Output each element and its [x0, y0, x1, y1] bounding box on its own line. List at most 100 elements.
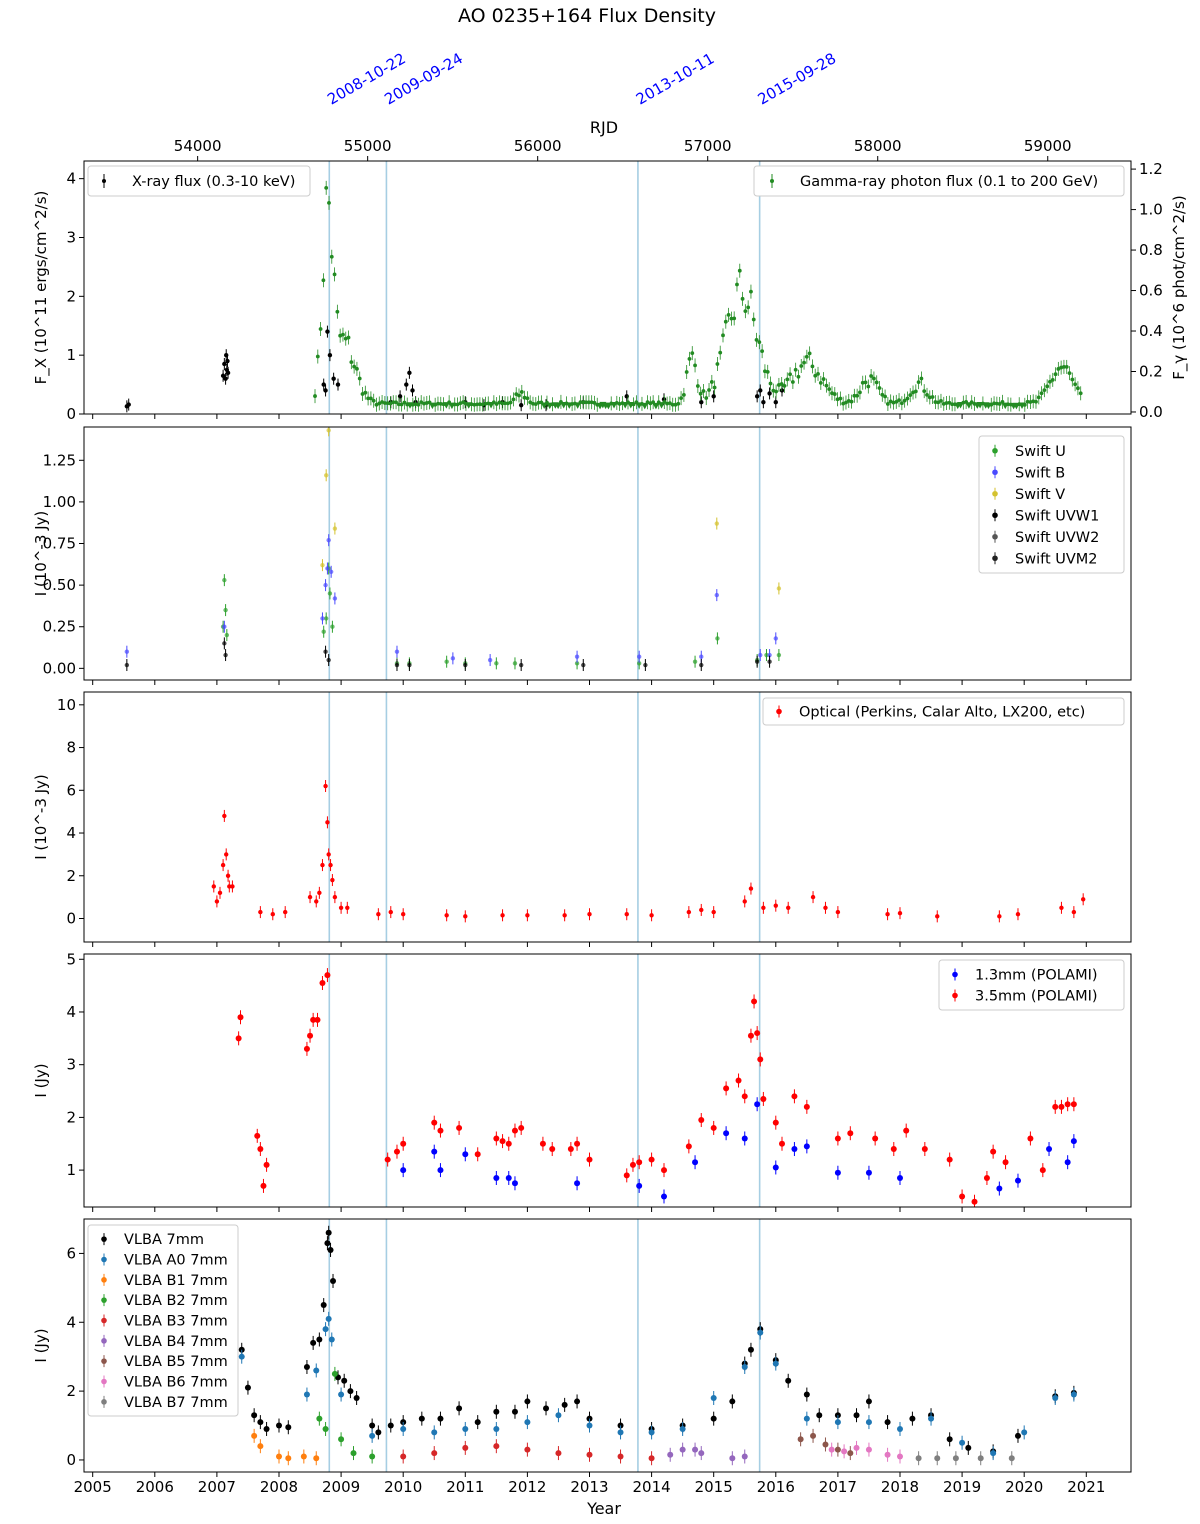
- gamma-point: [1070, 377, 1075, 382]
- data-point: [758, 652, 763, 658]
- data-point: [237, 1014, 244, 1021]
- y-tick-label: 1.25: [43, 451, 76, 469]
- gamma-point: [723, 319, 728, 324]
- gamma-point: [416, 402, 421, 407]
- gamma-point: [899, 401, 904, 406]
- data-point: [692, 659, 698, 664]
- data-point: [698, 1450, 705, 1457]
- data-point: [418, 1415, 425, 1422]
- data-point: [581, 662, 586, 668]
- gamma-point: [919, 376, 924, 381]
- gamma-point: [321, 278, 326, 283]
- gamma-point: [774, 389, 779, 394]
- data-point: [699, 654, 704, 659]
- data-point: [254, 1132, 261, 1139]
- data-point: [865, 1169, 872, 1176]
- gamma-point: [969, 400, 974, 405]
- gamma-point: [944, 401, 949, 405]
- data-point: [275, 1453, 282, 1460]
- data-point: [518, 1124, 525, 1131]
- legend-box: [762, 697, 1125, 726]
- gamma-point: [768, 381, 773, 386]
- gamma-point: [927, 395, 932, 400]
- data-point: [326, 428, 331, 433]
- data-point: [884, 1419, 891, 1426]
- data-point: [679, 1446, 686, 1453]
- y-axis-label: I (Jy): [32, 1063, 50, 1097]
- y-tick-label: 2: [66, 1108, 76, 1126]
- data-point: [896, 1425, 903, 1432]
- data-point: [714, 592, 719, 598]
- data-point: [1070, 1138, 1077, 1145]
- data-point: [376, 912, 381, 917]
- legend-label: Optical (Perkins, Calar Alto, LX200, etc…: [799, 705, 1085, 721]
- data-point: [474, 1151, 481, 1158]
- data-point: [1021, 1429, 1028, 1436]
- gamma-point: [477, 402, 482, 407]
- data-point: [325, 1229, 332, 1236]
- data-point: [776, 586, 782, 591]
- gamma-point: [746, 305, 751, 310]
- data-point: [586, 1156, 593, 1163]
- gamma-point: [1042, 388, 1047, 393]
- data-point: [698, 1117, 705, 1124]
- data-point: [332, 526, 338, 531]
- gamma-point: [796, 374, 801, 379]
- x-tick-label: 2021: [1067, 1478, 1105, 1496]
- y-axis-label: I (Jy): [32, 1328, 50, 1362]
- y-tick-label: 8: [66, 739, 76, 757]
- gamma-point: [913, 389, 918, 394]
- data-point: [463, 662, 468, 668]
- legend-box: [938, 959, 1125, 1011]
- data-point: [648, 1455, 655, 1462]
- data-point: [331, 1370, 338, 1377]
- data-point: [1070, 1101, 1077, 1108]
- panel-mm-polami: 1 2 3 4 5 I (Jy) 1.3mm (POLAMI) 3.5mm (POLAMI): [32, 950, 1132, 1212]
- data-point: [761, 400, 766, 405]
- gamma-point: [1064, 365, 1069, 369]
- gamma-point: [335, 309, 340, 314]
- data-point: [921, 1146, 928, 1153]
- data-point: [758, 388, 763, 393]
- legend-label: VLBA B1 7mm: [124, 1273, 228, 1289]
- gamma-point: [709, 380, 714, 384]
- gamma-point: [578, 400, 583, 405]
- data-point: [328, 569, 334, 575]
- gamma-point: [885, 402, 890, 406]
- gamma-point: [735, 282, 739, 287]
- x-tick-label: 2017: [819, 1478, 857, 1496]
- data-point: [345, 905, 350, 911]
- data-point: [757, 1329, 764, 1336]
- data-point: [748, 886, 754, 891]
- data-point: [505, 1175, 512, 1182]
- data-point: [320, 862, 325, 868]
- y-axis-label: I (10^-3 Jy): [32, 511, 50, 597]
- data-point: [1058, 1103, 1065, 1110]
- data-point: [326, 537, 331, 543]
- y-tick-label: 0.00: [43, 659, 76, 677]
- data-point: [767, 652, 772, 658]
- data-point: [803, 1391, 810, 1398]
- y-tick-label: 2: [66, 287, 76, 305]
- data-point: [330, 877, 335, 883]
- data-point: [310, 1339, 317, 1346]
- data-point: [327, 591, 333, 596]
- data-point: [217, 890, 223, 896]
- data-point: [314, 1016, 321, 1023]
- gamma-point: [930, 395, 935, 399]
- gamma-point: [676, 401, 681, 406]
- data-point: [369, 1432, 376, 1439]
- gamma-point: [821, 377, 826, 381]
- y-tick-label: 3: [66, 228, 76, 246]
- data-point: [872, 1135, 879, 1142]
- data-point: [223, 376, 228, 381]
- top-tick-label: 59000: [1024, 137, 1072, 155]
- gamma-point: [313, 394, 317, 398]
- legend-marker: [776, 708, 782, 715]
- data-point: [741, 1364, 748, 1371]
- data-point: [332, 596, 338, 601]
- gamma-point: [880, 392, 885, 397]
- legend-vlba: VLBA 7mm VLBA A0 7mm VLBA B1 7mm VLBA B2 7m…: [87, 1224, 239, 1417]
- gamma-point: [916, 380, 921, 385]
- data-point: [915, 1455, 922, 1462]
